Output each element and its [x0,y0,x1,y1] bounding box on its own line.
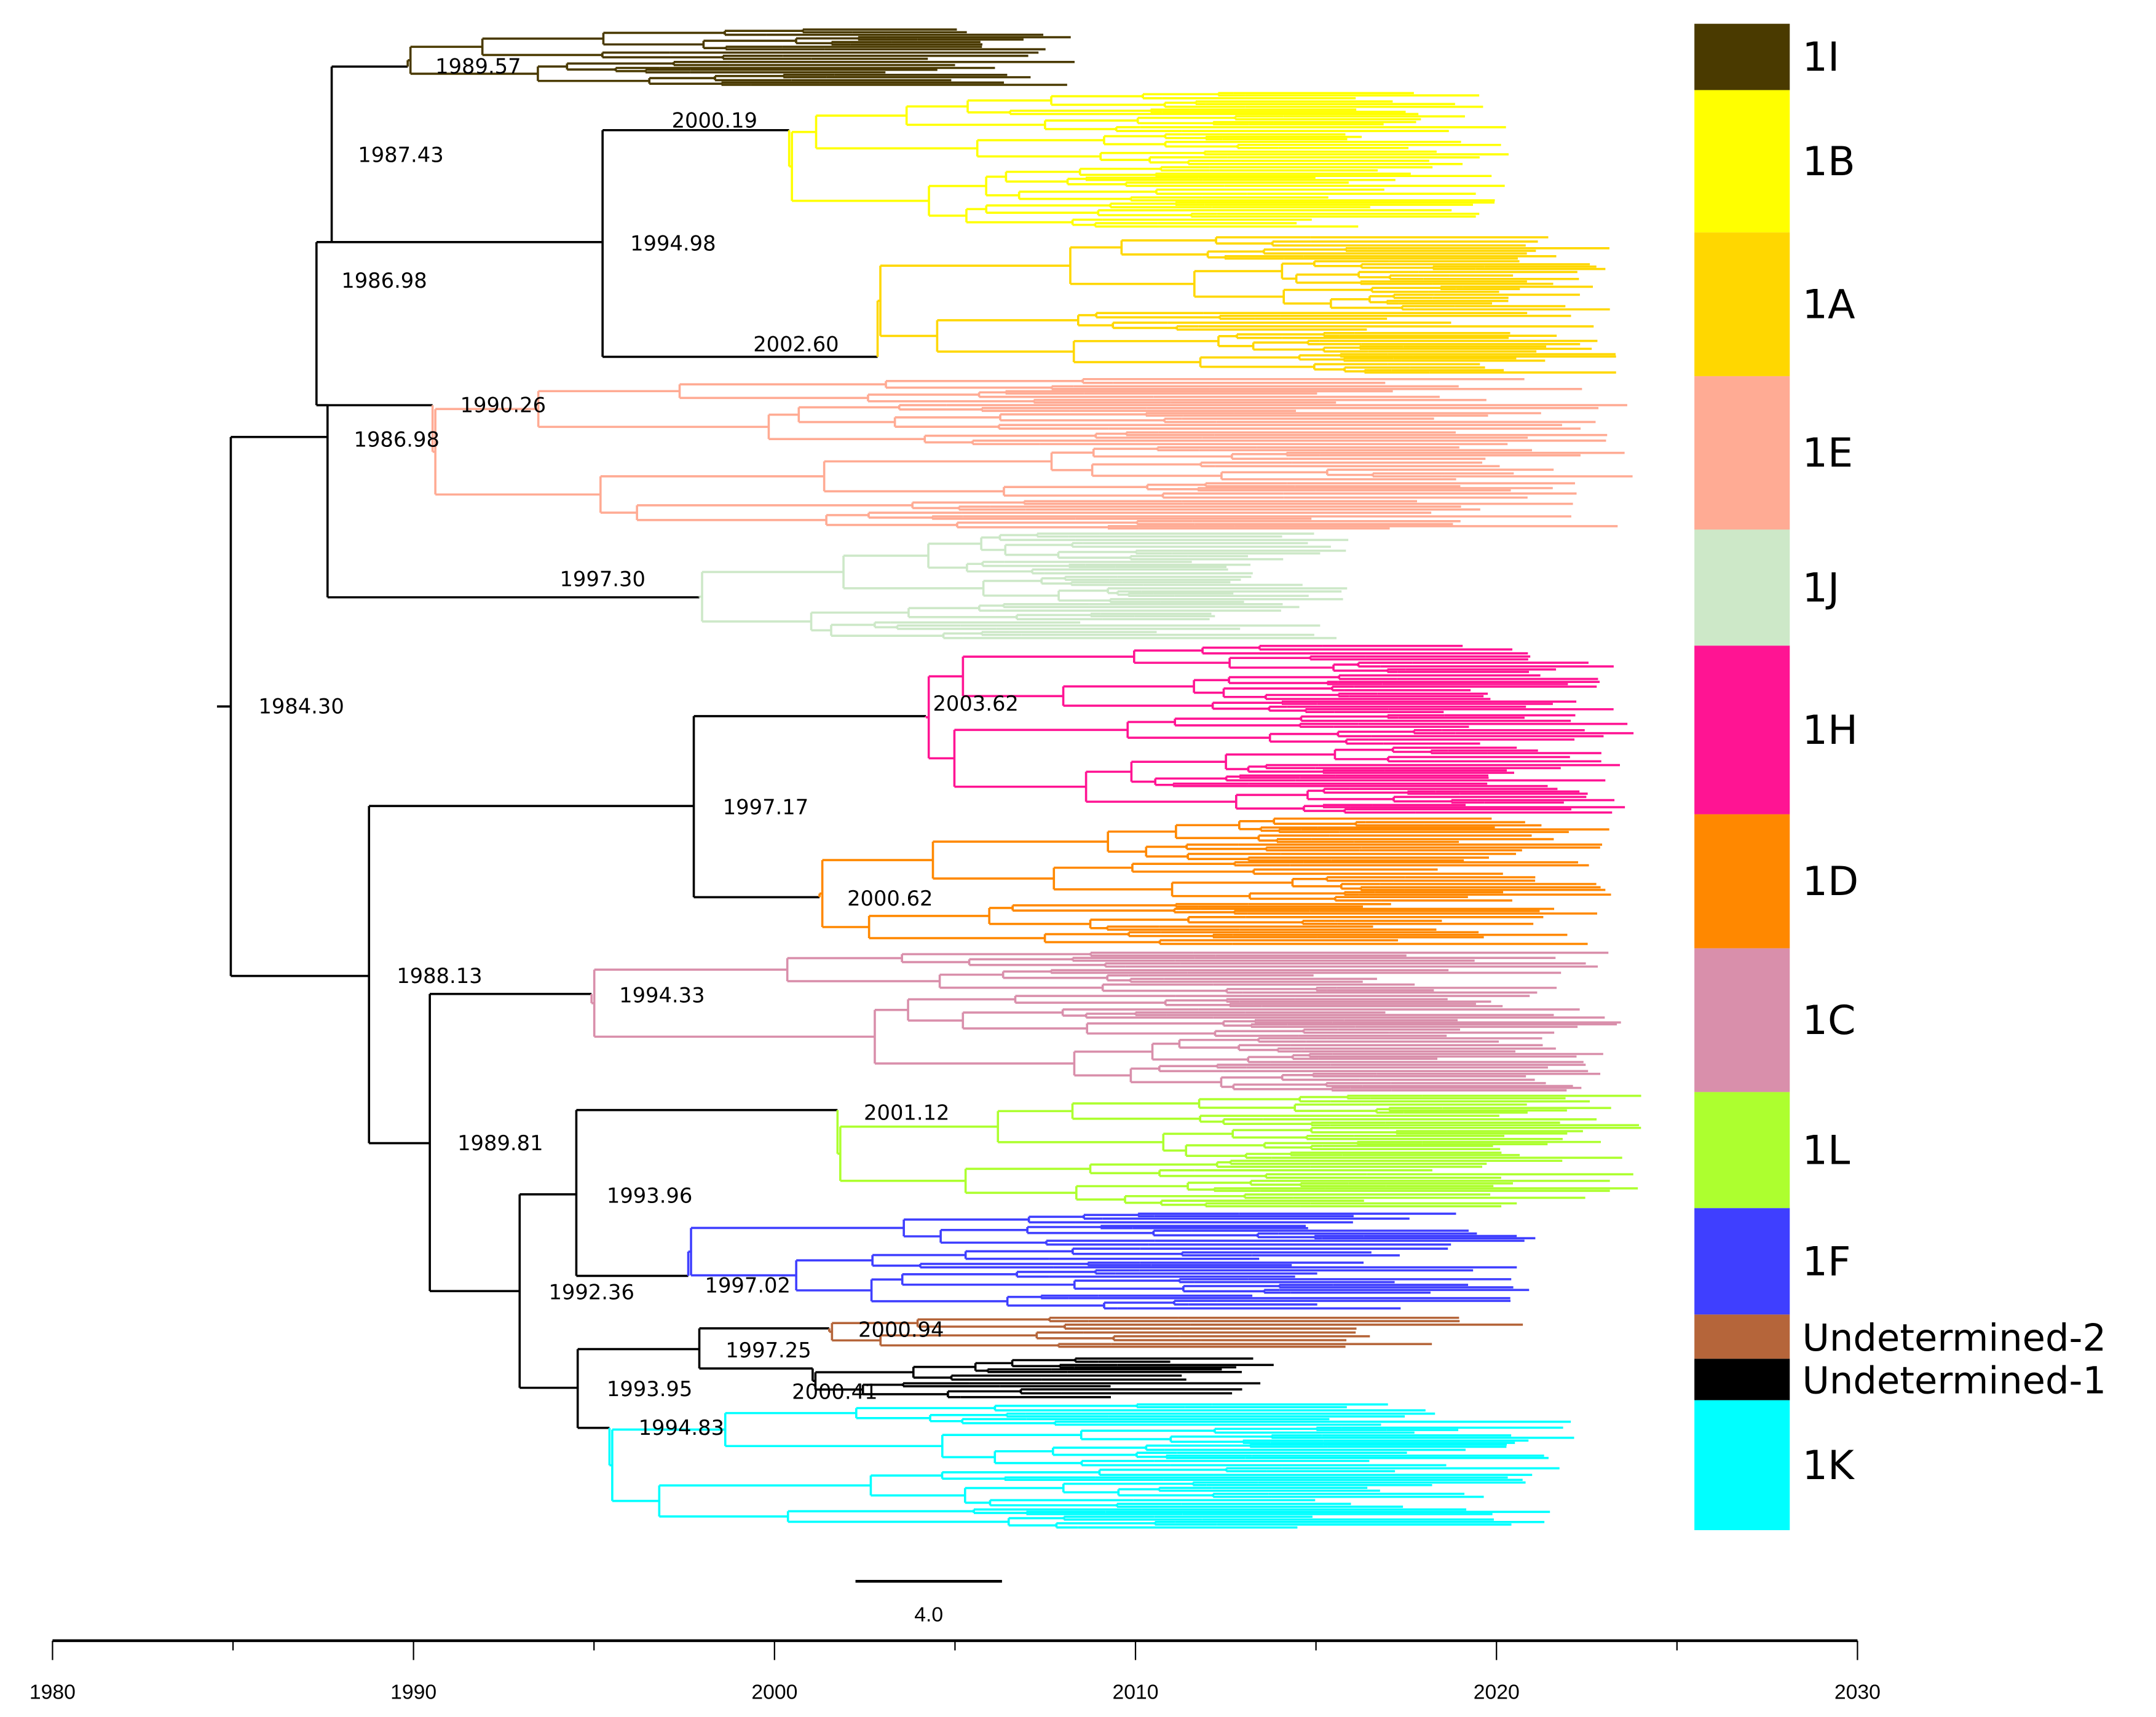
clade-1i [406,28,1075,86]
legend-label: 1B [1802,138,1855,185]
legend-swatch [1694,814,1790,949]
clade-1c [590,952,1621,1092]
scale-bar-label: 4.0 [914,1603,943,1626]
legend-swatch [1694,1314,1790,1359]
clade-1l [836,1094,1641,1208]
clade-undetermined-2 [828,1316,1523,1348]
node-date-label: 1986.98 [354,428,440,452]
legend-swatch [1694,1359,1790,1400]
node-date-label: 1997.25 [725,1338,811,1362]
legend-swatch [1694,1400,1790,1531]
node-date-label: 1989.57 [435,55,521,79]
legend: 1I 1B 1A 1E 1J 1H 1D 1C 1L 1F Undetermined-2Undete… [1694,23,2106,1531]
node-date-label: 2001.12 [864,1100,949,1124]
legend-swatch [1694,376,1790,530]
legend-swatch [1694,1208,1790,1315]
legend-label: 1C [1802,997,1855,1044]
node-date-label: 1992.36 [548,1281,634,1305]
legend-swatch [1694,23,1790,90]
clade-1a [876,236,1616,374]
node-date-label: 1986.98 [341,269,427,293]
clade-1b [788,92,1509,228]
legend-swatch [1694,232,1790,376]
clades [406,28,1641,1529]
legend-label: 1I [1802,34,1839,81]
tree-backbone [216,65,926,1429]
legend-label: 1H [1802,707,1858,754]
scale-bar: 4.0 [855,1579,1002,1626]
node-date-label: 1990.26 [460,393,546,417]
node-date-label: 1988.13 [397,964,482,988]
clade-1e [431,377,1633,530]
node-date-label: 1989.81 [457,1131,543,1155]
node-date-label: 2000.41 [792,1380,877,1403]
legend-label: 1D [1802,858,1858,905]
node-date-label: 1997.30 [559,567,645,591]
legend-swatch [1694,948,1790,1092]
legend-swatch [1694,645,1790,815]
legend-label: 1L [1802,1127,1850,1174]
legend-label: 1A [1802,282,1855,328]
legend-label: 1K [1802,1442,1855,1489]
legend-label: 1J [1802,564,1839,611]
node-date-label: 1994.98 [630,231,716,255]
node-date-label: 1997.02 [705,1273,791,1297]
clade-1k [608,1403,1574,1529]
node-date-label: 2000.62 [847,886,933,910]
node-date-label: 1993.96 [607,1183,692,1207]
node-date-label: 2002.60 [753,332,839,356]
clade-1j [698,532,1349,639]
axis-tick-label: 1980 [30,1680,76,1703]
legend-label: 1F [1802,1238,1850,1285]
node-date-label: 1994.33 [619,983,705,1007]
legend-label: 1E [1802,430,1853,476]
node-date-label: 1994.83 [639,1416,724,1440]
legend-swatch [1694,529,1790,646]
legend-label: Undetermined-2 [1802,1317,2106,1360]
axis-tick-label: 1990 [390,1680,436,1703]
clade-1d [818,817,1611,945]
node-labels: 1989.57 1987.43 2000.19 1994.98 1986.98 2002.… [258,55,1018,1440]
node-date-label: 1987.43 [358,143,443,167]
clade-1f [687,1212,1536,1310]
node-date-label: 1997.17 [723,795,808,819]
node-date-label: 2003.62 [933,692,1018,716]
axis-tick-label: 2030 [1834,1680,1881,1703]
node-date-label: 1993.95 [607,1377,692,1401]
node-date-label: 2000.19 [672,108,757,132]
legend-swatch [1694,90,1790,233]
legend-swatch [1694,1092,1790,1209]
clade-undetermined-1 [811,1357,1274,1399]
clade-1h [925,644,1634,814]
node-date-label: 1984.30 [258,694,344,718]
axis-tick-label: 2000 [751,1680,797,1703]
time-axis: 1980 1990 2000 2010 2020 2030 [30,1639,1881,1703]
axis-tick-label: 2010 [1113,1680,1159,1703]
node-date-label: 2000.94 [858,1317,944,1341]
legend-label: Undetermined-1 [1802,1360,2106,1403]
axis-tick-label: 2020 [1474,1680,1520,1703]
